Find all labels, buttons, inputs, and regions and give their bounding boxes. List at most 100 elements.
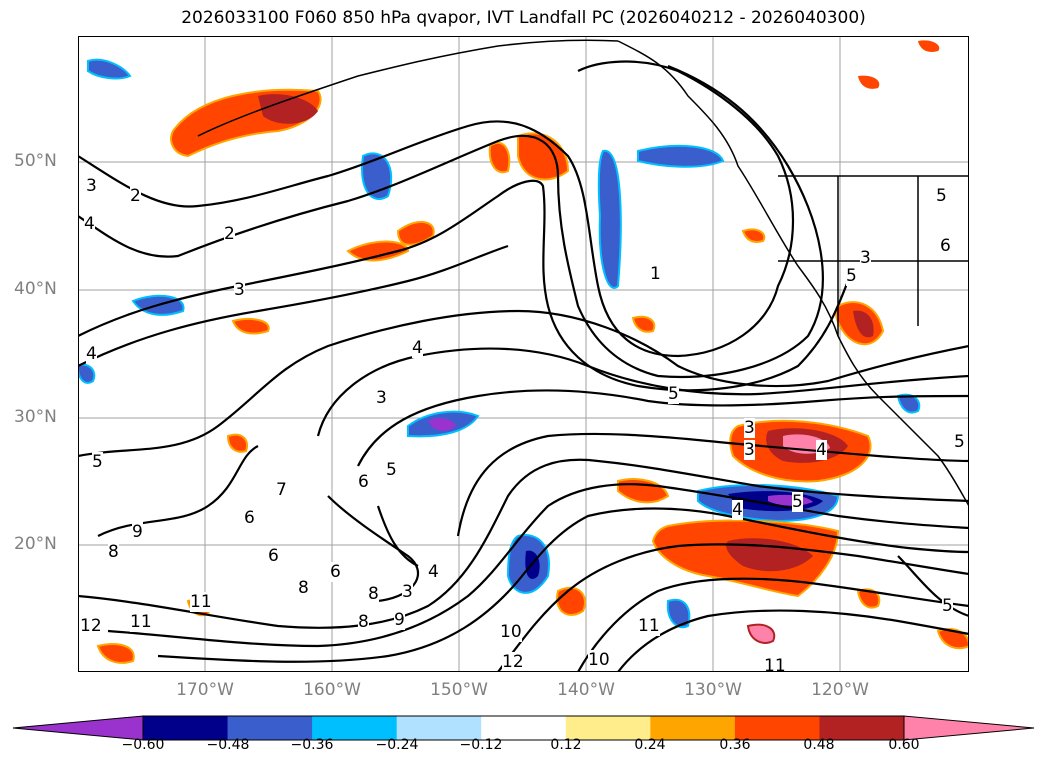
contour-line <box>78 458 969 629</box>
contour-label: 6 <box>330 562 341 582</box>
colorbar-tick-label: −0.60 <box>121 737 165 753</box>
shade-blob <box>896 393 921 414</box>
colorbar-segment <box>565 716 651 740</box>
colorbar-segment <box>734 716 820 740</box>
contour-line <box>316 347 969 437</box>
shade-blob <box>637 144 725 168</box>
contour-label: 4 <box>732 500 743 520</box>
colorbar-tick-label: −0.12 <box>459 737 503 753</box>
colorbar-segment <box>396 716 482 740</box>
contour-label: 6 <box>268 546 279 566</box>
lon-label-150w: 150°W <box>430 680 488 700</box>
contour-label: 1 <box>650 264 661 284</box>
contour-line <box>78 244 509 367</box>
contour-label: 4 <box>428 562 439 582</box>
shade-blob <box>858 75 880 89</box>
coastline-west <box>617 40 969 507</box>
contour-label: 5 <box>386 460 397 480</box>
contour-label: 5 <box>92 452 103 472</box>
contour-label: 4 <box>84 214 95 234</box>
contour-label: 11 <box>764 656 786 672</box>
colorbar-tick-label: −0.24 <box>375 737 419 753</box>
contour-label: 3 <box>234 280 245 300</box>
lat-label-20n: 20°N <box>14 534 57 554</box>
map-svg <box>78 36 969 672</box>
contour-label: 11 <box>190 592 212 612</box>
contour-label: 6 <box>940 236 951 256</box>
colorbar-segment <box>227 716 313 740</box>
contour-label-layer: 3 2 4 2 3 4 1 4 3 5 3 4 5 6 5 7 6 9 8 6 … <box>78 36 969 672</box>
contour-label: 8 <box>108 542 119 562</box>
ivt-contours <box>78 60 969 672</box>
shade-blob <box>597 149 622 289</box>
colorbar-tick-label: 0.12 <box>550 737 582 753</box>
coastline-alaska <box>197 39 619 137</box>
colorbar-extend-right <box>903 715 1035 741</box>
colorbar <box>12 715 1035 741</box>
contour-label: 6 <box>244 508 255 528</box>
contour-line <box>497 543 969 672</box>
shade-blob <box>741 228 766 243</box>
lon-label-170w: 170°W <box>176 680 234 700</box>
shade-blob <box>853 310 874 338</box>
contour-label: 5 <box>954 432 965 452</box>
lon-label-140w: 140°W <box>557 680 615 700</box>
contour-label: 4 <box>86 344 97 364</box>
contour-label: 3 <box>744 440 755 460</box>
contour-line <box>78 64 824 379</box>
colorbar-segments <box>143 716 905 740</box>
contour-label: 9 <box>394 610 405 630</box>
shade-blob <box>488 141 511 174</box>
shade-blob <box>631 315 656 333</box>
shade-blob <box>918 40 940 52</box>
shade-blob <box>231 318 270 335</box>
contour-label: 12 <box>502 652 524 672</box>
colorbar-segment <box>312 716 398 740</box>
contour-label: 3 <box>744 418 755 438</box>
shade-blob <box>856 588 881 609</box>
lat-label-40n: 40°N <box>14 279 57 299</box>
contour-line <box>97 445 259 537</box>
contour-line <box>78 179 850 392</box>
coastlines <box>197 39 969 507</box>
colorbar-segment <box>819 716 905 740</box>
contour-line <box>897 555 969 618</box>
contour-label: 8 <box>358 612 369 632</box>
contour-label: 8 <box>298 578 309 598</box>
contour-label: 4 <box>816 440 827 460</box>
contour-label: 5 <box>936 186 947 206</box>
contour-label: 2 <box>224 224 235 244</box>
colorbar-tick-label: −0.36 <box>290 737 334 753</box>
colorbar-segment <box>481 716 567 740</box>
shade-blob <box>936 628 969 650</box>
contour-line <box>456 432 969 537</box>
contour-label: 9 <box>132 522 143 542</box>
contour-label: 3 <box>402 582 413 602</box>
shade-blob <box>78 363 96 384</box>
contour-label: 2 <box>130 186 141 206</box>
colorbar-outline <box>142 715 905 741</box>
contour-label: 5 <box>846 266 857 286</box>
contour-line <box>78 60 795 358</box>
shade-blob <box>428 418 456 431</box>
contour-label: 5 <box>792 492 803 512</box>
contour-label: 3 <box>860 248 871 268</box>
shade-blob <box>87 58 132 80</box>
colorbar-tick-label: 0.24 <box>634 737 666 753</box>
colorbar-tick-label: 0.60 <box>888 737 920 753</box>
shade-blob <box>666 598 691 629</box>
contour-label: 5 <box>942 596 953 616</box>
qvapor-shading <box>78 40 969 664</box>
lon-label-160w: 160°W <box>303 680 361 700</box>
contour-line <box>376 505 419 567</box>
map-title: 2026033100 F060 850 hPa qvapor, IVT Land… <box>181 8 866 28</box>
contour-label: 3 <box>376 388 387 408</box>
colorbar-segment <box>143 716 229 740</box>
map-plot-area: 3 2 4 2 3 4 1 4 3 5 3 4 5 6 5 7 6 9 8 6 … <box>78 36 969 672</box>
shade-blob <box>396 221 435 246</box>
colorbar-tick-label: 0.36 <box>719 737 751 753</box>
contour-label: 10 <box>500 622 522 642</box>
contour-line <box>157 507 969 663</box>
lat-label-30n: 30°N <box>14 407 57 427</box>
contour-label: 6 <box>358 472 369 492</box>
